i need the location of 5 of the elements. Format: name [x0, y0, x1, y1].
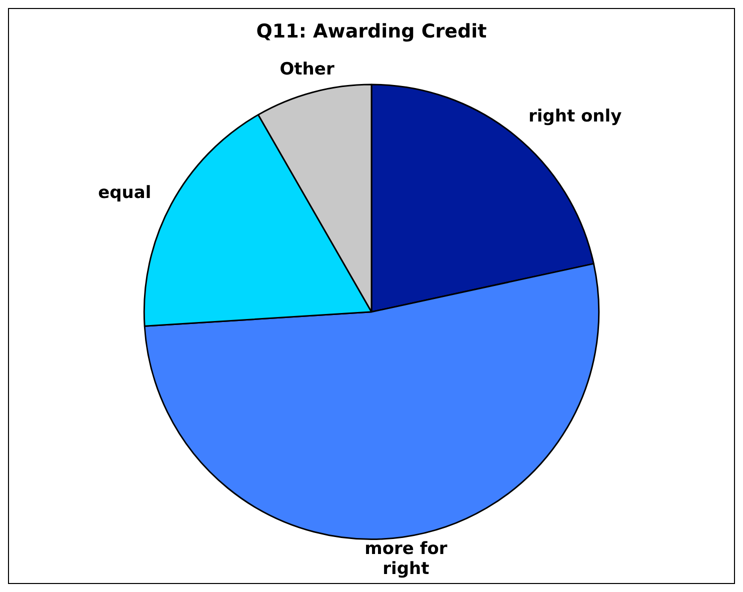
- slice-label: Other: [280, 60, 335, 80]
- slice-label: right only: [528, 106, 622, 127]
- slice-label: equal: [98, 182, 152, 203]
- chart-title: Q11: Awarding Credit: [256, 20, 487, 42]
- slice-label: more for right: [364, 539, 448, 580]
